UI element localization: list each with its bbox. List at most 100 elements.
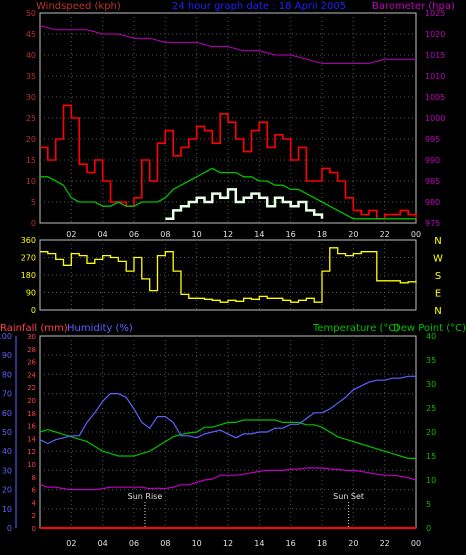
wind-x-tick-label: 04 (98, 230, 108, 239)
temperature-tick-label: 30 (426, 380, 436, 389)
temperature-x-tick-label: 12 (223, 539, 233, 548)
rainfall-tick-label: 10 (27, 461, 36, 469)
wind-x-tick-label: 16 (286, 230, 296, 239)
wind-x-tick-label: 20 (348, 230, 358, 239)
humidity-tick-label: 60 (2, 409, 12, 418)
humidity-tick-label: 10 (2, 505, 12, 514)
barometer-tick-label: 1025 (425, 9, 445, 18)
windspeed-tick-label: 15 (26, 156, 36, 165)
windspeed-tick-label: 5 (31, 198, 36, 207)
temperature-line (39, 419, 416, 459)
wind-direction-line (40, 247, 417, 303)
temperature-x-tick-label: 08 (160, 539, 170, 548)
barometer-tick-label: 1005 (425, 93, 445, 102)
humidity-tick-label: 80 (2, 370, 12, 379)
rainfall-tick-label: 26 (27, 359, 36, 367)
temperature-x-tick-label: 18 (317, 539, 327, 548)
direction-tick-label: 270 (21, 254, 36, 263)
temperature-x-tick-label: 20 (348, 539, 358, 548)
rainfall-tick-label: 18 (27, 410, 36, 418)
direction-grid (40, 240, 416, 310)
compass-label: E (435, 289, 441, 300)
temperature-x-tick-label: 04 (98, 539, 108, 548)
rainfall-tick-label: 28 (27, 346, 36, 354)
humidity-tick-label: 100 (0, 332, 12, 341)
dewpoint-line (39, 467, 417, 491)
barometer-axis-label: Barometer (hpa) (372, 1, 455, 12)
wind-x-tick-label: 18 (317, 230, 327, 239)
pressure-line (39, 25, 416, 64)
temperature-x-tick-label: 00 (411, 539, 421, 548)
sunrise-label: Sun Rise (128, 492, 163, 501)
humidity-tick-label: 90 (2, 351, 12, 360)
direction-tick-label: 0 (31, 306, 36, 315)
direction-tick-label: 90 (26, 289, 36, 298)
windspeed-tick-label: 20 (26, 135, 36, 144)
humidity-tick-label: 0 (7, 524, 12, 533)
temperature-x-tick-label: 22 (380, 539, 390, 548)
temperature-tick-label: 5 (426, 500, 431, 509)
barometer-tick-label: 985 (425, 177, 440, 186)
wind-x-tick-label: 00 (411, 230, 421, 239)
rainfall-tick-label: 20 (27, 397, 36, 405)
dewpoint-axis-label: Dew Point (°C) (393, 323, 466, 334)
temperature-tick-label: 35 (426, 356, 436, 365)
windspeed-tick-label: 45 (26, 30, 36, 39)
temperature-tick-label: 0 (426, 524, 431, 533)
wind-x-tick-label: 02 (66, 230, 76, 239)
barometer-tick-label: 980 (425, 198, 440, 207)
chart-series (39, 25, 417, 529)
temperature-x-tick-label: 16 (286, 539, 296, 548)
windspeed-tick-label: 50 (26, 9, 36, 18)
temperature-tick-label: 10 (426, 476, 436, 485)
humidity-tick-label: 40 (2, 447, 12, 456)
temperature-x-tick-label: 14 (254, 539, 264, 548)
temperature-grid (15, 336, 416, 528)
rainfall-tick-label: 4 (32, 499, 37, 507)
temperature-tick-label: 40 (426, 332, 436, 341)
barometer-tick-label: 995 (425, 135, 440, 144)
wind-x-tick-label: 14 (254, 230, 264, 239)
temperature-x-tick-label: 02 (66, 539, 76, 548)
temperature-tick-label: 20 (426, 428, 436, 437)
wind-gust-line (40, 104, 417, 220)
wind-x-tick-label: 08 (160, 230, 170, 239)
rainfall-tick-label: 8 (32, 474, 36, 482)
wind-x-tick-label: 06 (129, 230, 139, 239)
windspeed-axis-label: Windspeed (kph) (36, 1, 121, 12)
compass-label: W (433, 254, 443, 265)
compass-label: N (434, 236, 441, 247)
humidity-tick-label: 70 (2, 390, 12, 399)
compass-label: N (434, 306, 441, 317)
temperature-tick-label: 25 (426, 404, 436, 413)
temperature-x-tick-label: 10 (192, 539, 202, 548)
humidity-axis-label: Humidity (%) (67, 323, 133, 334)
direction-tick-label: 360 (21, 236, 36, 245)
barometer-tick-label: 990 (425, 156, 440, 165)
rainfall-tick-label: 22 (27, 384, 36, 392)
barometer-tick-label: 1000 (425, 114, 445, 123)
barometer-tick-label: 1010 (425, 72, 445, 81)
rainfall-tick-label: 24 (27, 371, 36, 379)
windspeed-tick-label: 35 (26, 72, 36, 81)
humidity-line (39, 375, 416, 445)
barometer-tick-label: 1020 (425, 30, 445, 39)
windspeed-tick-label: 10 (26, 177, 36, 186)
windspeed-tick-label: 30 (26, 93, 36, 102)
wind-mean-line (40, 167, 416, 220)
rainfall-tick-label: 12 (27, 448, 36, 456)
wind-x-tick-label: 10 (192, 230, 202, 239)
temperature-axis-label: Temperature (°C) (312, 323, 399, 334)
barometer-tick-label: 975 (425, 219, 440, 228)
windspeed-tick-label: 25 (26, 114, 36, 123)
wind-x-tick-label: 22 (380, 230, 390, 239)
rainfall-tick-label: 0 (32, 525, 36, 533)
rainfall-tick-label: 30 (27, 333, 36, 341)
wind-x-tick-label: 12 (223, 230, 233, 239)
windspeed-tick-label: 40 (26, 51, 36, 60)
rainfall-tick-label: 6 (32, 487, 37, 495)
temperature-x-tick-label: 06 (129, 539, 139, 548)
